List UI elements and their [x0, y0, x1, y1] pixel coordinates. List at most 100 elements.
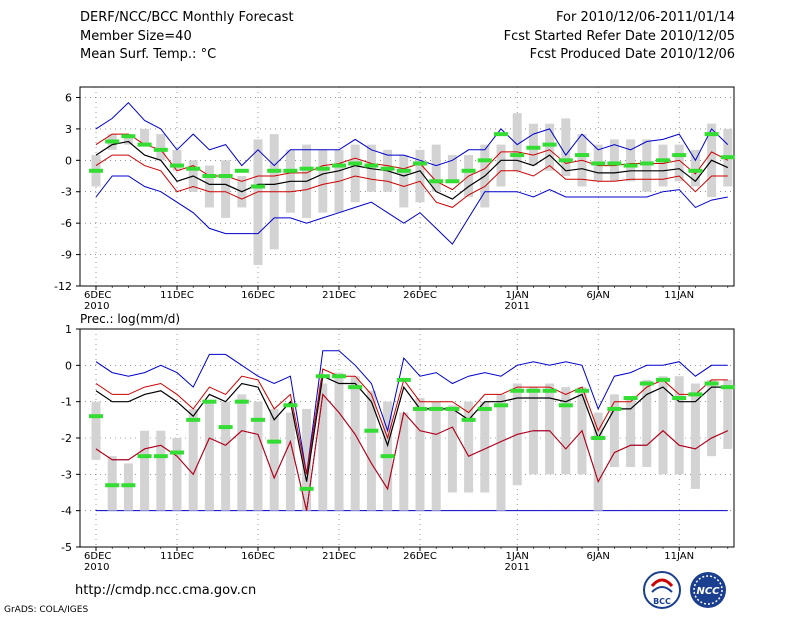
temp-ytick-label: 6	[65, 91, 72, 104]
prec-median-mark	[429, 406, 444, 411]
prec-ensemble-box	[626, 398, 636, 468]
prec-median-mark	[251, 417, 265, 422]
prec-ytick-label: 1	[65, 323, 72, 336]
temp-median-mark	[153, 147, 168, 152]
temp-xtick-year: 2010	[84, 301, 109, 312]
prec-ensemble-box	[723, 379, 733, 449]
prec-inner-high-line	[95, 368, 728, 475]
prec-ensemble-box	[496, 394, 506, 511]
prec-median-mark	[494, 403, 508, 408]
prec-ensemble-box	[188, 408, 198, 511]
prec-median-mark	[461, 417, 476, 422]
prec-ensemble-box	[464, 401, 474, 493]
prec-xtick-label: 26DEC	[403, 551, 437, 562]
temp-median-mark	[558, 158, 573, 163]
temp-ensemble-box	[140, 128, 150, 145]
bcc-logo: BCC	[643, 571, 681, 609]
temp-ensemble-box	[545, 123, 555, 171]
temp-median-mark	[121, 134, 136, 139]
prec-xtick-label: 6JAN	[586, 551, 609, 562]
temp-xtick-label: 26DEC	[403, 290, 437, 301]
prec-ensemble-box	[237, 394, 247, 511]
temp-ytick-label: -6	[61, 217, 72, 230]
temp-median-mark	[105, 139, 120, 144]
temp-ytick-label: 0	[65, 154, 72, 167]
temp-median-mark	[720, 155, 735, 160]
temp-median-mark	[639, 161, 654, 166]
prec-median-mark	[477, 406, 492, 411]
temp-median-mark	[575, 153, 589, 158]
prec-ensemble-box	[221, 401, 231, 511]
prec-median-mark	[332, 374, 346, 379]
temp-median-mark	[348, 161, 363, 166]
prec-xtick-label: 6DEC	[84, 551, 111, 562]
bcc-logo-text: BCC	[653, 597, 671, 606]
temp-inner-high-line	[95, 133, 729, 191]
temp-xtick-label: 6DEC	[84, 290, 111, 301]
prec-ensemble-box	[593, 412, 603, 511]
temp-median-mark	[267, 168, 282, 173]
prec-median-mark	[413, 406, 427, 411]
temp-ytick-label: -3	[61, 186, 72, 199]
prec-median-mark	[591, 436, 606, 440]
start-date: Fcst Started Refer Date 2010/12/05	[503, 29, 735, 44]
prec-xtick-label: 11DEC	[160, 551, 194, 562]
temp-ensemble-box	[528, 123, 538, 166]
prec-ensemble-box	[561, 387, 571, 475]
prec-ensemble-box	[285, 412, 295, 511]
temp-median-mark	[542, 142, 557, 147]
prec-median-mark	[315, 374, 330, 379]
prec-ensemble-box	[447, 405, 457, 493]
temp-xtick-label: 1JAN	[505, 290, 528, 301]
prec-ytick-label: -3	[61, 468, 72, 481]
temp-xtick-label: 21DEC	[322, 290, 356, 301]
temp-ensemble-box	[561, 118, 571, 177]
prec-ensemble-box	[674, 376, 684, 475]
prec-ensemble-box	[399, 412, 409, 511]
temp-median-mark	[89, 168, 103, 173]
prec-median-mark	[607, 406, 622, 411]
prec-ensemble-box	[334, 372, 344, 511]
temp-median-mark	[315, 166, 330, 171]
prec-ensemble-box	[545, 383, 555, 475]
temp-ytick-label: 3	[65, 123, 72, 136]
prec-ensemble-box	[269, 408, 279, 511]
temp-ensemble-box	[253, 139, 263, 266]
prec-median-mark	[364, 428, 379, 433]
prec-median-mark	[170, 450, 184, 455]
prec-median-mark	[218, 425, 233, 430]
prec-median-mark	[234, 399, 249, 404]
temp-ensemble-box	[399, 155, 409, 208]
temp-inner-low-line	[95, 154, 728, 208]
prec-median-mark	[137, 454, 152, 459]
prec-ensemble-box	[140, 430, 150, 511]
prec-xtick-label: 11JAN	[664, 551, 694, 562]
prec-xtick-label: 21DEC	[322, 551, 356, 562]
temp-outer-low-line	[95, 175, 728, 245]
temp-median-mark	[332, 163, 346, 168]
temp-median-mark	[202, 174, 217, 179]
temp-median-mark	[137, 142, 152, 147]
prec-ensemble-box	[690, 383, 700, 489]
temp-median-mark	[494, 132, 508, 137]
prec-ensemble-box	[156, 430, 166, 511]
prec-ensemble-box	[204, 401, 214, 511]
prec-xtick-year: 2011	[504, 562, 529, 573]
temp-ensemble-box	[123, 134, 133, 145]
prec-median-mark	[526, 388, 541, 393]
prec-outer-high-line	[95, 350, 728, 475]
temp-median-mark	[234, 168, 249, 173]
temp-ensemble-box	[447, 155, 457, 182]
prec-ensemble-box	[302, 408, 312, 511]
prec-median-mark	[380, 454, 395, 459]
temp-ensemble-box	[642, 139, 652, 192]
prec-median-mark	[623, 396, 638, 401]
temp-median-mark	[445, 179, 460, 184]
temp-median-mark	[526, 145, 541, 150]
prec-ensemble-box	[609, 394, 619, 468]
prec-median-mark	[688, 392, 703, 397]
source-url[interactable]: http://cmdp.ncc.cma.gov.cn	[75, 583, 257, 598]
chart-title: DERF/NCC/BCC Monthly Forecast	[80, 10, 294, 25]
prec-median-mark	[153, 454, 168, 459]
temp-median-mark	[656, 158, 670, 163]
